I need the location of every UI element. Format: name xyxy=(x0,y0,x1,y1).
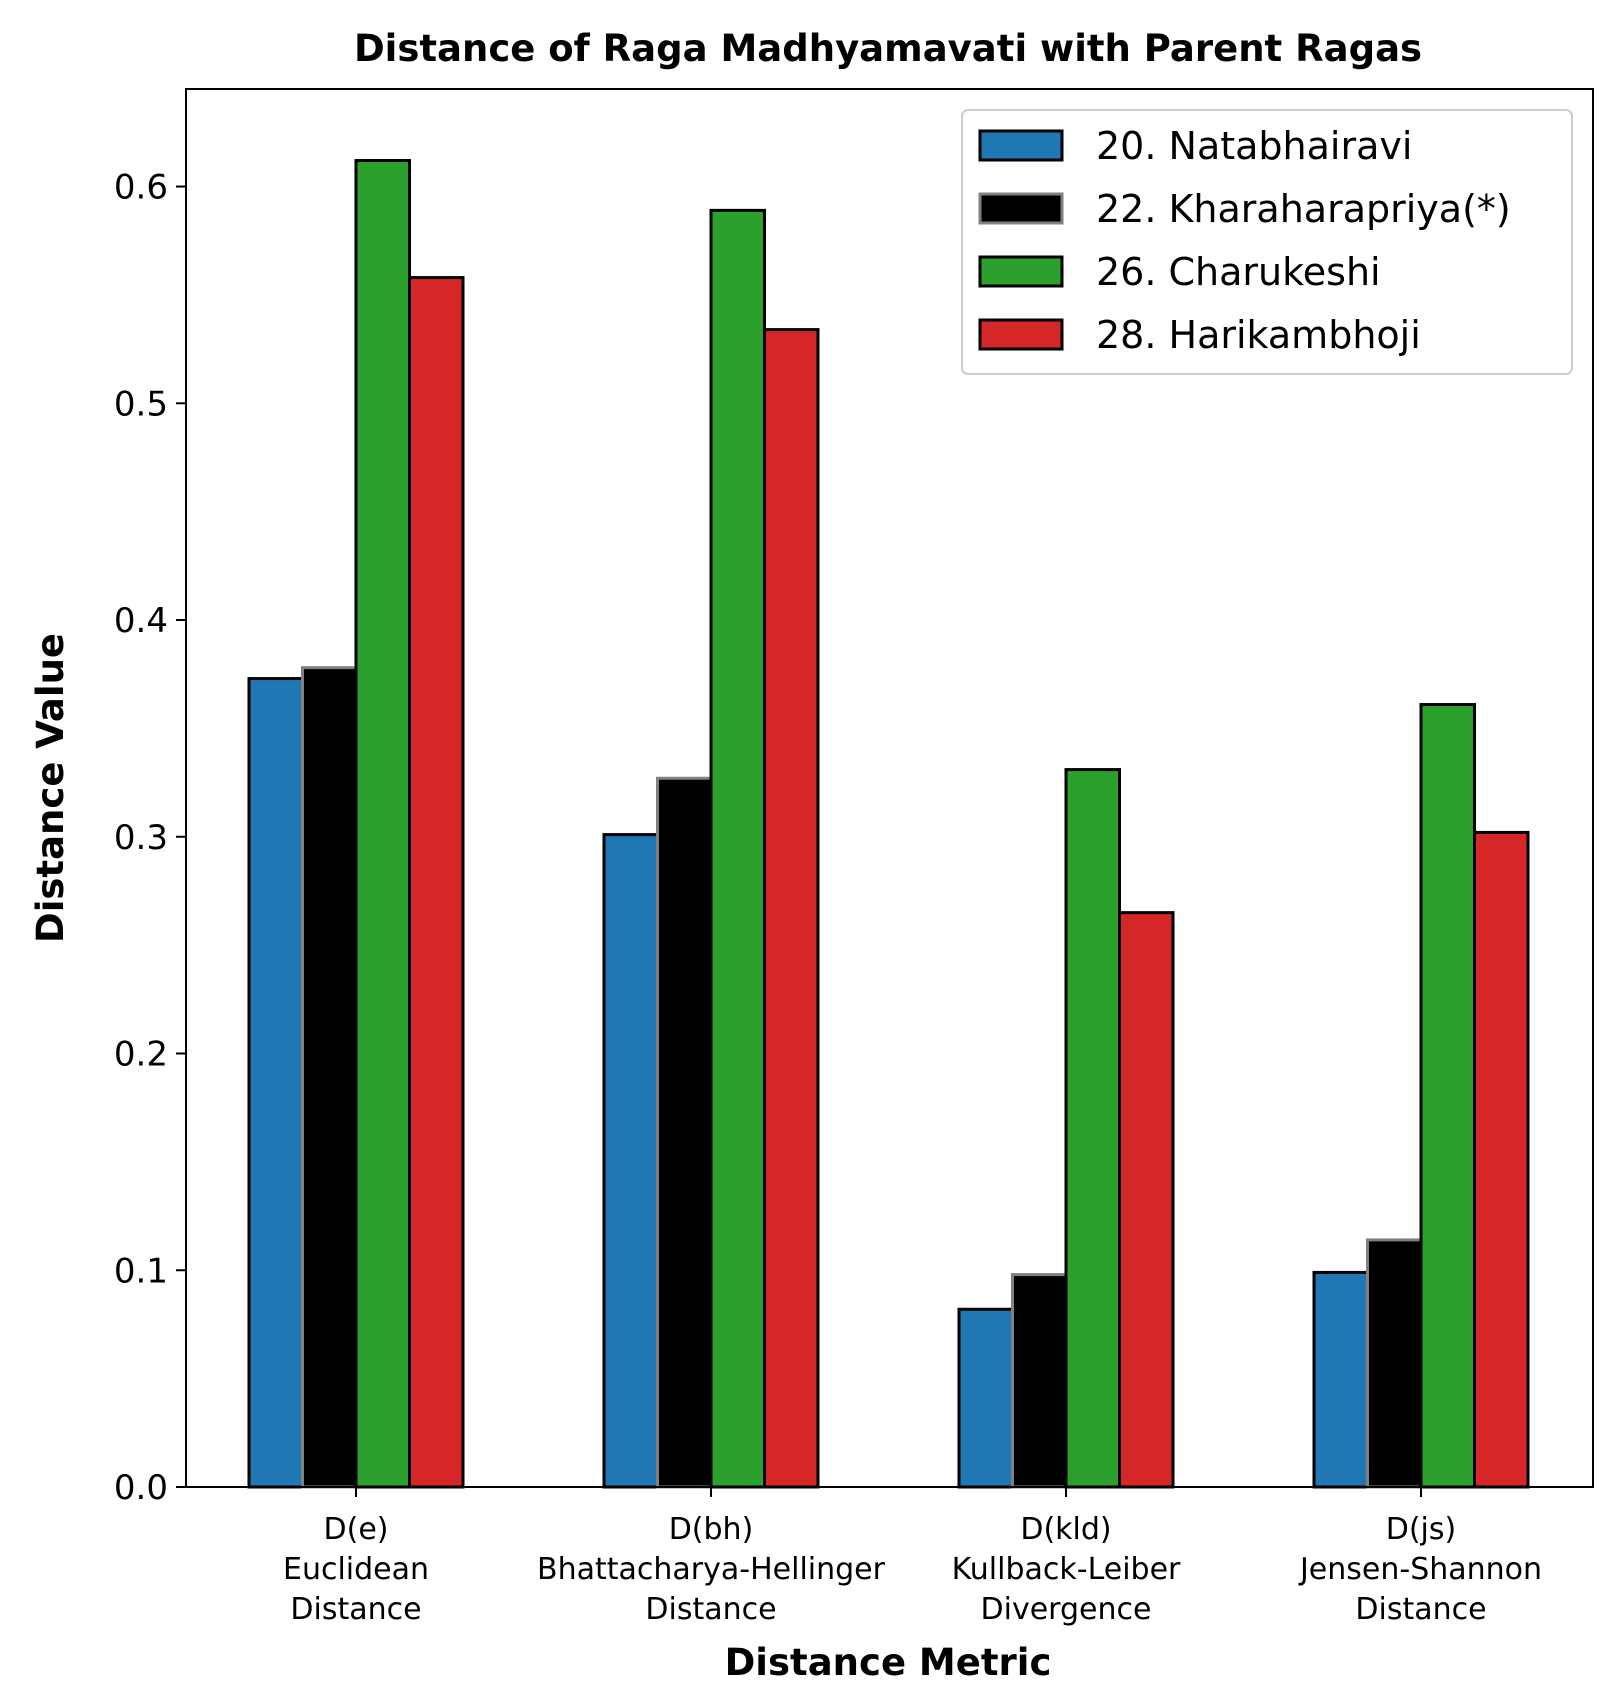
bar-3-4 xyxy=(1419,703,1476,1489)
bar-1-2 xyxy=(602,833,659,1489)
x-tick-label: D(e) Euclidean Distance xyxy=(283,1512,429,1627)
legend-swatch xyxy=(978,192,1064,225)
bar-2-4 xyxy=(1366,1238,1423,1489)
x-tick-label-line: Divergence xyxy=(981,1592,1152,1627)
bar-4-4 xyxy=(1473,830,1530,1489)
x-axis: D(e) Euclidean Distance D(bh) Bhattacharya-H… xyxy=(283,1487,1542,1627)
x-tick-label-line: D(bh) xyxy=(669,1512,754,1547)
legend-swatch xyxy=(978,129,1064,162)
bar-2-3 xyxy=(1011,1273,1068,1489)
y-tick-label: 0.2 xyxy=(114,1035,168,1075)
x-tick-label: D(kld) Kullback-Leiber Divergence xyxy=(952,1512,1181,1627)
legend: 20. Natabhairavi 22. Kharaharapriya(*) 26.… xyxy=(961,109,1573,375)
x-tick-label-line: Distance xyxy=(290,1592,421,1627)
bar-3-3 xyxy=(1064,768,1121,1489)
x-tick-label-line: Euclidean xyxy=(283,1552,429,1587)
y-tick-label: 0.0 xyxy=(114,1468,168,1508)
bars-group xyxy=(247,159,1530,1489)
y-tick-label: 0.6 xyxy=(114,168,168,208)
legend-swatch xyxy=(978,255,1064,288)
x-tick-label-line: Bhattacharya-Hellinger xyxy=(537,1552,886,1587)
bar-4-1 xyxy=(408,276,465,1489)
y-axis: 0.0 0.1 0.2 0.3 0.4 0.5 0.6 xyxy=(114,168,186,1508)
x-tick-label-line: D(kld) xyxy=(1020,1512,1111,1547)
y-tick-label: 0.3 xyxy=(114,818,168,858)
x-tick-label-line: Jensen-Shannon xyxy=(1298,1552,1542,1587)
bar-3-1 xyxy=(354,159,411,1489)
bar-2-2 xyxy=(656,776,713,1489)
x-axis-label: Distance Metric xyxy=(725,1641,1052,1684)
bar-1-3 xyxy=(957,1307,1014,1489)
plot-frame xyxy=(185,88,1594,1488)
bar-1-4 xyxy=(1312,1270,1369,1489)
chart-title: Distance of Raga Madhyamavati with Paren… xyxy=(354,27,1422,70)
bar-4-2 xyxy=(763,328,820,1489)
bar-3-2 xyxy=(709,208,766,1489)
y-tick-label: 0.4 xyxy=(114,601,168,641)
legend-label: 20. Natabhairavi xyxy=(1096,124,1412,168)
legend-frame xyxy=(961,109,1573,375)
y-tick-label: 0.1 xyxy=(114,1251,168,1291)
bar-1-1 xyxy=(247,677,304,1489)
bar-4-3 xyxy=(1118,911,1175,1489)
y-tick-label: 0.5 xyxy=(114,384,168,424)
y-axis-label: Distance Value xyxy=(29,633,72,943)
bar-2-1 xyxy=(301,666,358,1489)
x-tick-label-line: Distance xyxy=(645,1592,776,1627)
legend-label: 22. Kharaharapriya(*) xyxy=(1096,187,1511,231)
legend-swatch xyxy=(978,318,1064,351)
x-tick-label: D(js) Jensen-Shannon Distance xyxy=(1298,1512,1542,1627)
x-tick-label-line: D(js) xyxy=(1386,1512,1456,1547)
x-tick-label-line: D(e) xyxy=(324,1512,389,1547)
x-tick-label-line: Kullback-Leiber xyxy=(952,1552,1181,1587)
x-tick-label-line: Distance xyxy=(1355,1592,1486,1627)
x-tick-label: D(bh) Bhattacharya-Hellinger Distance xyxy=(537,1512,886,1627)
legend-label: 26. Charukeshi xyxy=(1096,250,1381,294)
legend-label: 28. Harikambhoji xyxy=(1096,313,1421,357)
